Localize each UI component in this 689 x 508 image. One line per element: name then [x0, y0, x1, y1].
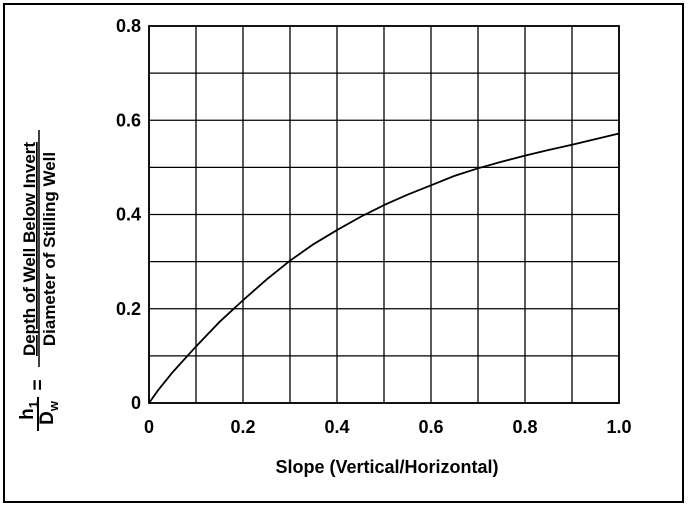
y-tick-label: 0.4 [116, 205, 141, 225]
x-tick-label: 0 [144, 417, 154, 437]
x-axis-label: Slope (Vertical/Horizontal) [275, 457, 498, 477]
y-label-equals: = [28, 379, 49, 390]
y-tick-label: 0.8 [116, 16, 141, 36]
line-chart: 0 0.2 0.4 0.6 0.8 1.0 0 0.2 0.4 0.6 0.8 Slope (Ve… [17, 16, 632, 477]
y-label-rhs-numerator: Depth of Well Below Invert [20, 142, 39, 356]
y-label-lhs-numerator: h1 [17, 401, 41, 420]
y-label-h: h [17, 408, 38, 420]
x-tick-label: 0.2 [230, 417, 255, 437]
y-tick-label: 0 [131, 393, 141, 413]
y-tick-label: 0.2 [116, 299, 141, 319]
x-tick-labels: 0 0.2 0.4 0.6 0.8 1.0 [144, 417, 632, 437]
svg-text:h1: h1 [17, 401, 41, 420]
svg-text:Dw: Dw [37, 400, 61, 425]
y-label-rhs-denominator: Diameter of Stilling Well [40, 152, 59, 346]
y-axis-label: h1 Dw = Depth of Well Below Invert Diame… [17, 130, 61, 431]
y-tick-labels: 0 0.2 0.4 0.6 0.8 [116, 16, 141, 413]
y-label-d-sub: w [46, 400, 61, 412]
chart-frame: 0 0.2 0.4 0.6 0.8 1.0 0 0.2 0.4 0.6 0.8 Slope (Ve… [3, 3, 684, 503]
y-tick-label: 0.6 [116, 110, 141, 130]
x-tick-label: 1.0 [606, 417, 631, 437]
y-label-h-sub: 1 [26, 401, 41, 408]
y-label-d: D [37, 411, 58, 425]
grid [148, 25, 620, 404]
x-tick-label: 0.4 [324, 417, 349, 437]
plot-area-border [148, 25, 620, 404]
x-tick-label: 0.6 [418, 417, 443, 437]
x-tick-label: 0.8 [512, 417, 537, 437]
y-label-lhs-denominator: Dw [37, 400, 61, 425]
series-line [148, 132, 620, 404]
